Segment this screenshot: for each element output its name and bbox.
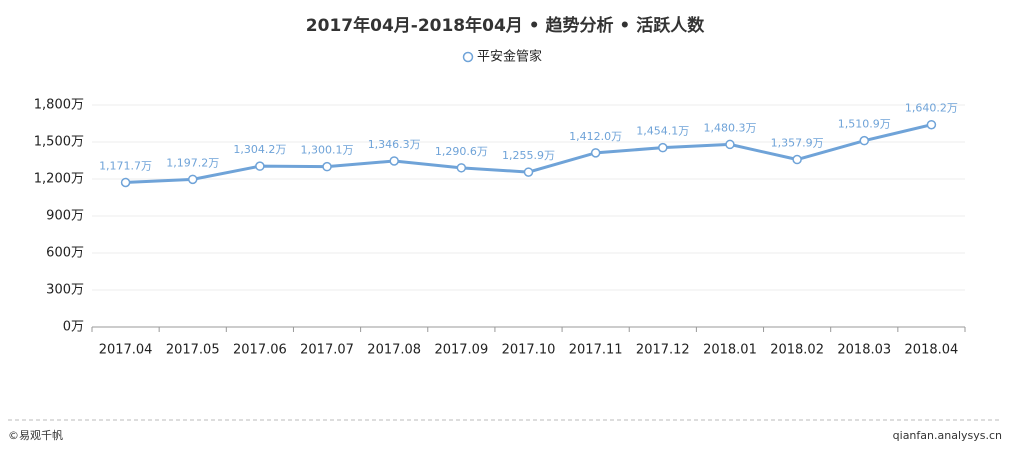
data-point [725,139,735,150]
x-tick-label: 2017.06 [233,343,287,358]
footer-left: ©易观千帆 [8,428,63,442]
y-tick-label: 1,800万 [34,98,84,113]
x-tick-label: 2018.01 [703,343,757,358]
data-label: 1,346.3万 [368,138,421,151]
data-point [859,135,870,146]
data-label: 1,640.2万 [905,102,958,115]
data-label: 1,454.1万 [636,125,689,138]
x-tick-label: 2018.02 [770,343,824,358]
x-tick-label: 2017.05 [166,343,220,358]
data-label: 1,300.1万 [301,144,354,157]
y-tick-label: 1,200万 [34,172,84,187]
x-tick-label: 2017.12 [636,343,690,358]
data-label: 1,255.9万 [502,149,555,162]
data-label: 1,357.9万 [771,137,824,150]
data-point [523,167,534,177]
data-label: 1,510.9万 [838,118,891,131]
x-tick-label: 2017.08 [367,343,421,358]
y-tick-label: 300万 [46,283,84,298]
data-point [926,119,937,130]
x-tick-label: 2017.04 [99,343,153,358]
y-tick-label: 1,500万 [34,135,84,150]
x-tick-label: 2018.03 [837,343,891,358]
y-tick-label: 900万 [46,209,84,224]
data-point [658,142,668,153]
data-label: 1,290.6万 [435,145,488,158]
x-tick-label: 2018.04 [905,343,959,358]
data-point [590,148,601,158]
x-tick-label: 2017.07 [300,343,354,358]
data-label: 1,171.7万 [99,159,152,172]
data-point [255,161,265,171]
x-tick-label: 2017.11 [569,343,623,358]
data-point [322,161,332,172]
data-point [120,177,131,188]
data-label: 1,197.2万 [166,156,219,169]
legend-label: 平安金管家 [477,49,542,65]
legend-marker [462,51,474,63]
data-point [187,174,198,185]
footer-right: qianfan.analysys.cn [893,429,1002,442]
data-point [792,154,802,165]
data-point [389,156,399,166]
x-tick-label: 2017.09 [434,343,488,358]
chart-title: 2017年04月-2018年04月 • 趋势分析 • 活跃人数 [306,15,705,36]
x-tick-label: 2017.10 [502,343,556,358]
data-point [456,163,467,173]
y-tick-label: 600万 [46,246,84,261]
data-label: 1,304.2万 [233,143,286,156]
data-label: 1,412.0万 [569,130,622,143]
data-label: 1,480.3万 [703,121,756,134]
y-tick-label: 0万 [63,320,84,335]
